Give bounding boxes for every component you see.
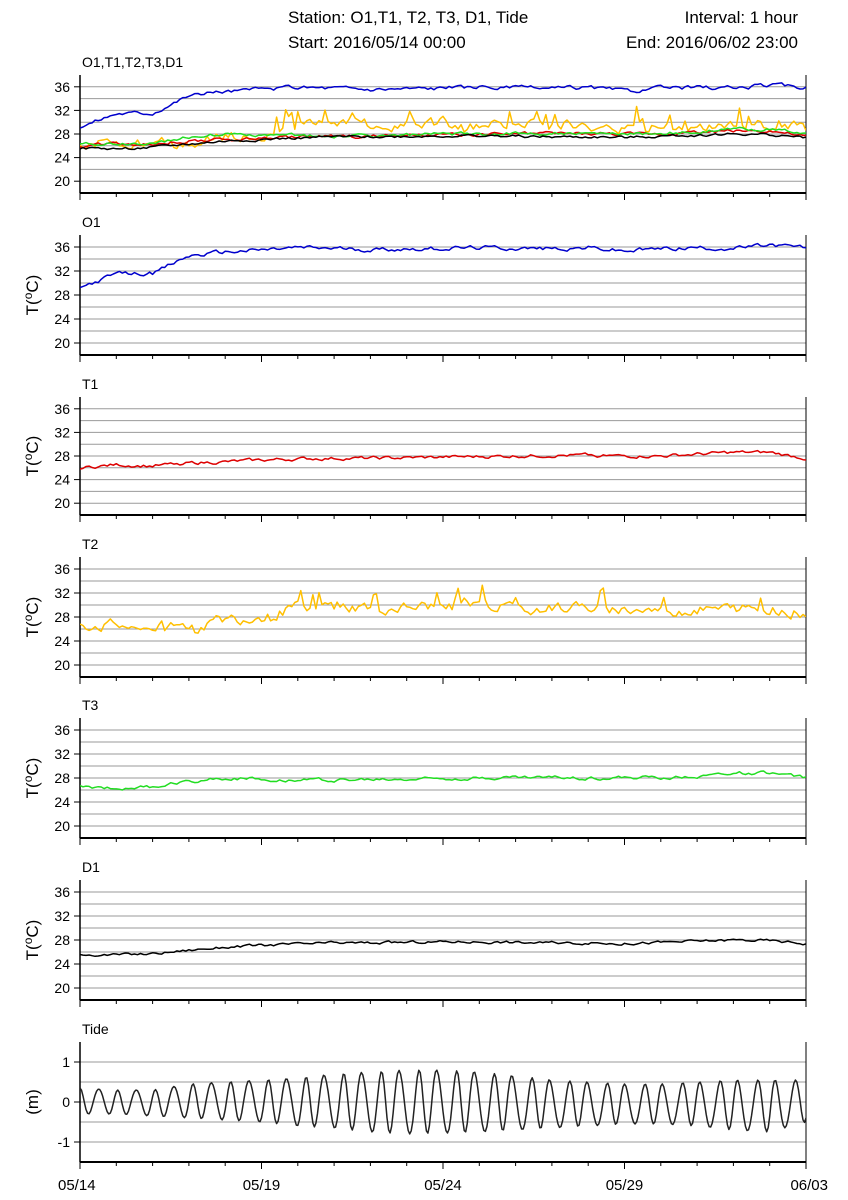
y-axis-label: T(oC) [21, 758, 42, 799]
panel-tide: Tide -1 0 1 (m) [23, 1021, 807, 1169]
y-tick-label: 20 [54, 173, 70, 189]
series-line-t2 [80, 584, 806, 634]
panel-o1: O1 20 24 28 32 36 T(oC) [21, 214, 807, 362]
y-tick-label: 28 [54, 932, 70, 948]
panel-title: T2 [82, 536, 99, 552]
y-tick-label: 36 [54, 561, 70, 577]
panel-title: O1,T1,T2,T3,D1 [82, 54, 183, 70]
y-tick-label: 28 [54, 287, 70, 303]
y-tick-label: 28 [54, 448, 70, 464]
y-axis-label: T(oC) [21, 597, 42, 638]
panel-title: O1 [82, 214, 101, 230]
panel-title: Tide [82, 1021, 109, 1037]
y-tick-label: 36 [54, 884, 70, 900]
y-tick-label: 20 [54, 657, 70, 673]
panel-t1: T1 20 24 28 32 36 T(oC) [21, 376, 807, 522]
y-tick-label: -1 [58, 1134, 71, 1150]
panel-title: T1 [82, 376, 99, 392]
y-axis-label: T(oC) [21, 920, 42, 961]
y-tick-label: 24 [54, 794, 70, 810]
panel-d1: D1 20 24 28 32 36 T(oC) [21, 859, 807, 1007]
y-tick-label: 1 [62, 1054, 70, 1070]
y-tick-label: 28 [54, 770, 70, 786]
y-tick-label: 24 [54, 311, 70, 327]
y-tick-label: 24 [54, 472, 70, 488]
header-start: Start: 2016/05/14 00:00 [288, 33, 466, 52]
panel-o1-t1-t2-t3-d1: O1,T1,T2,T3,D1 20 24 28 32 36 [54, 54, 807, 200]
y-tick-label: 24 [54, 956, 70, 972]
series-line-o1 [80, 242, 806, 289]
y-tick-label: 20 [54, 818, 70, 834]
panel-t3: T3 20 24 28 32 36 T(oC) [21, 697, 807, 845]
panel-title: T3 [82, 697, 99, 713]
y-tick-label: 28 [54, 609, 70, 625]
y-tick-label: 32 [54, 746, 70, 762]
y-tick-label: 32 [54, 263, 70, 279]
y-tick-label: 36 [54, 239, 70, 255]
y-tick-label: 20 [54, 335, 70, 351]
x-tick-label: 05/19 [243, 1177, 281, 1194]
series-line-tide [80, 1069, 806, 1135]
x-tick-label: 06/03 [790, 1177, 828, 1194]
series-line-t1 [80, 449, 806, 470]
y-tick-label: 28 [54, 126, 70, 142]
y-tick-label: 32 [54, 585, 70, 601]
y-tick-label: 32 [54, 424, 70, 440]
y-tick-label: 20 [54, 495, 70, 511]
y-tick-label: 36 [54, 401, 70, 417]
panel-t2: T2 20 24 28 32 36 T(oC) [21, 536, 807, 684]
series-line-d1 [80, 132, 806, 151]
series-line-t3 [80, 770, 806, 791]
panel-title: D1 [82, 859, 100, 875]
header-end: End: 2016/06/02 23:00 [625, 33, 798, 52]
x-tick-label: 05/24 [424, 1177, 462, 1194]
series-line-t2 [80, 105, 806, 150]
y-tick-label: 24 [54, 633, 70, 649]
x-tick-label: 05/29 [606, 1177, 644, 1194]
y-tick-label: 0 [62, 1094, 70, 1110]
y-tick-label: 36 [54, 722, 70, 738]
y-tick-label: 24 [54, 150, 70, 166]
header-station: Station: O1,T1, T2, T3, D1, Tide [288, 8, 529, 27]
y-tick-label: 32 [54, 908, 70, 924]
y-axis-label: T(oC) [21, 275, 42, 316]
series-line-t3 [80, 126, 806, 147]
y-tick-label: 20 [54, 980, 70, 996]
series-line-d1 [80, 938, 806, 958]
y-axis-label: (m) [23, 1089, 42, 1114]
series-line-o1 [80, 82, 806, 129]
y-axis-label: T(oC) [21, 436, 42, 477]
header-interval: Interval: 1 hour [684, 8, 798, 27]
y-tick-label: 36 [54, 79, 70, 95]
x-tick-label: 05/14 [58, 1177, 96, 1194]
y-tick-label: 32 [54, 102, 70, 118]
